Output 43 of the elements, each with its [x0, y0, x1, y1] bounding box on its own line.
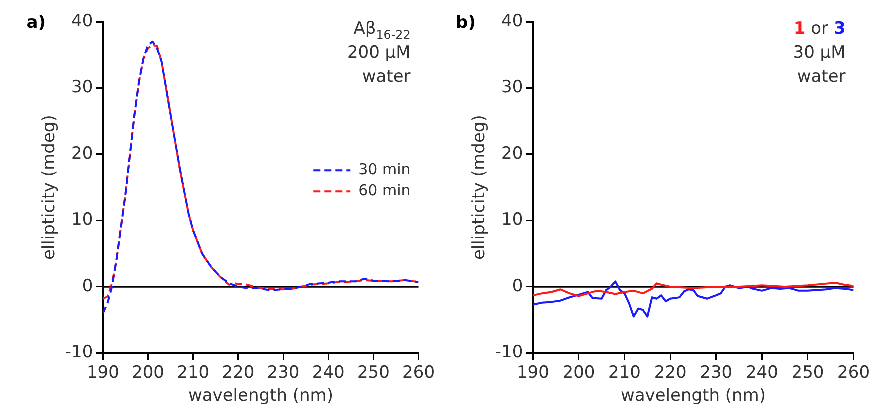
y-tick-label: 40 [502, 11, 524, 32]
chart-title: a) [26, 13, 46, 33]
x-tick-label: 200 [562, 362, 596, 383]
y-tick-label: 10 [502, 210, 524, 230]
text: 3 [834, 19, 846, 39]
x-tick-label: 190 [516, 362, 550, 383]
y-tick-label: 30 [72, 78, 94, 98]
x-tick-label: 240 [746, 362, 778, 383]
x-tick-label: 250 [792, 362, 824, 383]
y-axis-title: ellipticity (mdeg) [40, 115, 60, 260]
annotation: water [362, 67, 411, 87]
x-tick-label: 210 [177, 362, 210, 383]
legend-label: 60 min [358, 181, 411, 200]
annotation: or [806, 19, 834, 39]
x-tick-label: 190 [86, 362, 120, 383]
annotation: water [797, 67, 846, 87]
y-axis-title: ellipticity (mdeg) [470, 115, 490, 260]
x-tick-label: 210 [608, 362, 641, 383]
legend-label: 30 min [358, 160, 411, 178]
annotation: 200 μM [347, 43, 411, 63]
x-tick-label: 260 [402, 362, 436, 383]
x-tick-label: 230 [267, 362, 300, 383]
x-tick-label: 230 [700, 362, 733, 383]
chart-title: b) [456, 13, 476, 33]
y-tick-label: -10 [65, 342, 94, 363]
x-tick-label: 220 [222, 362, 255, 383]
y-tick-label: 20 [72, 144, 94, 164]
y-tick-label: 30 [502, 78, 524, 98]
y-tick-label: -10 [495, 342, 524, 363]
x-tick-label: 240 [312, 362, 345, 383]
y-tick-label: 10 [72, 210, 94, 230]
y-tick-label: 0 [82, 276, 94, 296]
x-tick-label: 220 [654, 362, 687, 383]
x-tick-label: 200 [132, 362, 164, 383]
annotation: 30 μM [793, 43, 846, 63]
x-tick-label: 250 [357, 362, 390, 383]
x-axis-title: wavelength (nm) [620, 386, 766, 406]
y-tick-label: 0 [512, 276, 524, 296]
y-tick-label: 40 [72, 11, 94, 32]
y-tick-label: 20 [502, 144, 524, 164]
x-axis-title: wavelength (nm) [188, 386, 334, 406]
x-tick-label: 260 [838, 362, 870, 383]
text: 1 [794, 19, 806, 39]
